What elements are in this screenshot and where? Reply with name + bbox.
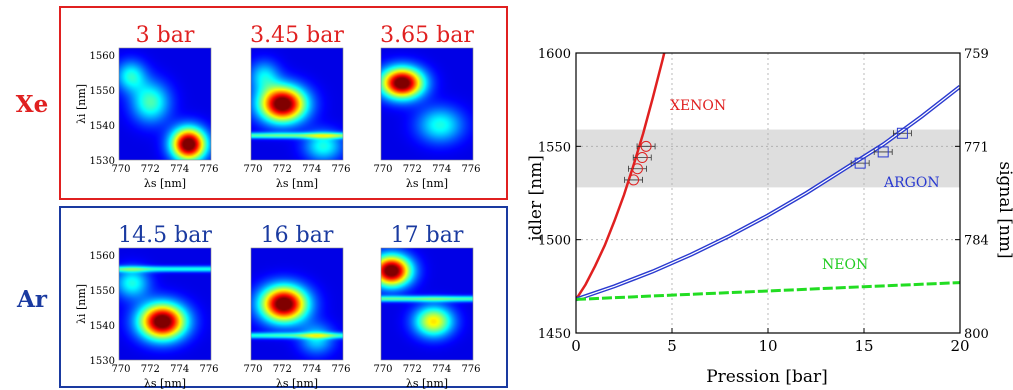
x-tick-label: 772 — [141, 164, 160, 175]
data-point — [636, 152, 648, 164]
heatmap-frame — [118, 47, 212, 161]
x-tick-label: 770 — [111, 164, 130, 175]
xenon-group-label: Xe — [16, 91, 48, 118]
x-axis-label: λs [nm] — [276, 377, 318, 390]
x-tick-label: 774 — [170, 164, 189, 175]
x-tick-label: 20 — [950, 337, 969, 355]
series-label-argon: ARGON — [883, 175, 940, 191]
x-tick-label: 776 — [461, 364, 480, 375]
y-tick-label: 1560 — [90, 51, 115, 62]
x-axis-label: λs [nm] — [406, 177, 448, 190]
x-tick-label: 770 — [243, 164, 262, 175]
heatmap-image — [119, 48, 211, 160]
x-axis-label: λs [nm] — [144, 177, 186, 190]
x-tick-label: 15 — [854, 337, 873, 355]
panel-title: 3.65 bar — [380, 23, 474, 48]
x-tick-label: 774 — [432, 164, 451, 175]
series-line-xenon — [576, 53, 666, 301]
heatmap-frame — [250, 247, 344, 361]
heatmap-frame — [118, 247, 212, 361]
x-tick-label: 10 — [758, 337, 777, 355]
y-tick-label: 1560 — [90, 251, 115, 262]
series-line-argon-core — [576, 86, 960, 300]
y2-tick-label: 771 — [964, 140, 989, 155]
x-tick-label: 774 — [302, 364, 321, 375]
x-tick-label: 5 — [667, 337, 677, 355]
x-axis-label: λs [nm] — [406, 377, 448, 390]
x-tick-label: 772 — [141, 364, 160, 375]
y-tick-label: 1550 — [90, 86, 115, 97]
y-axis-label: λi [nm] — [75, 84, 88, 124]
y-tick-label: 1600 — [538, 47, 571, 62]
heatmap-frame — [380, 47, 474, 161]
y-tick-label: 1540 — [90, 121, 115, 132]
xenon-group-frame — [59, 6, 508, 200]
panel-title: 16 bar — [261, 223, 334, 248]
data-point — [854, 157, 866, 169]
x-tick-label: 776 — [331, 364, 350, 375]
x-tick-label: 776 — [461, 164, 480, 175]
y2-axis-label: signal [nm] — [995, 161, 1013, 258]
argon-group-label: Ar — [16, 286, 48, 313]
xenon-heatmap-group: Xe 3 bar 770 772 774 776 λs [nm] 3.45 bar 770 77… — [16, 6, 508, 200]
y-axis-label: λi [nm] — [75, 284, 88, 324]
data-point — [631, 163, 643, 175]
y-tick-label: 1540 — [90, 321, 115, 332]
panel-title: 3.45 bar — [250, 23, 344, 48]
x-tick-label: 772 — [403, 164, 422, 175]
heatmap-image — [119, 248, 211, 360]
x-tick-label: 776 — [331, 164, 350, 175]
panel-title: 14.5 bar — [118, 223, 212, 248]
y-tick-label: 1550 — [538, 140, 571, 155]
x-tick-label: 770 — [243, 364, 262, 375]
x-tick-label: 776 — [199, 164, 218, 175]
x-axis-label: Pression [bar] — [706, 367, 828, 387]
argon-group-frame — [59, 206, 508, 388]
data-point — [877, 146, 889, 158]
y-tick-label: 1530 — [90, 356, 115, 367]
x-axis-label: λs [nm] — [276, 177, 318, 190]
x-tick-label: 770 — [373, 364, 392, 375]
series-line-neon — [576, 281, 960, 301]
series-label-neon: NEON — [822, 257, 868, 273]
pressure-tuning-plot: Pression [bar] idler [nm] signal [nm] XE… — [526, 47, 1013, 387]
x-tick-label: 776 — [199, 364, 218, 375]
heatmap-image — [251, 48, 343, 160]
data-point — [628, 174, 640, 186]
data-point — [896, 127, 908, 139]
series-group — [576, 53, 960, 302]
y-tick-label: 1530 — [90, 156, 115, 167]
y2-tick-label: 759 — [964, 47, 989, 62]
y-tick-label: 1450 — [538, 327, 571, 342]
x-tick-label: 772 — [273, 164, 292, 175]
y-tick-label: 1500 — [538, 234, 571, 249]
x-tick-label: 0 — [571, 337, 581, 355]
y2-tick-label: 784 — [964, 234, 989, 249]
x-tick-label: 774 — [302, 164, 321, 175]
argon-heatmap-group: Ar 14.5 bar 770 772 774 776 λs [nm] 16 bar 770 7… — [16, 206, 508, 390]
heatmap-image — [381, 248, 473, 360]
panel-title: 17 bar — [391, 223, 464, 248]
y-axis-label: idler [nm] — [526, 155, 546, 241]
data-point — [640, 140, 652, 152]
heatmap-image — [251, 248, 343, 360]
series-label-xenon: XENON — [670, 98, 726, 114]
x-tick-label: 772 — [273, 364, 292, 375]
x-tick-label: 770 — [111, 364, 130, 375]
heatmap-frame — [250, 47, 344, 161]
x-tick-label: 772 — [403, 364, 422, 375]
heatmap-image — [381, 48, 473, 160]
x-tick-label: 774 — [432, 364, 451, 375]
heatmap-frame — [380, 247, 474, 361]
x-axis-label: λs [nm] — [144, 377, 186, 390]
x-tick-label: 774 — [170, 364, 189, 375]
panel-title: 3 bar — [136, 23, 195, 48]
x-tick-label: 770 — [373, 164, 392, 175]
y-tick-label: 1550 — [90, 286, 115, 297]
y2-tick-label: 800 — [964, 327, 989, 342]
